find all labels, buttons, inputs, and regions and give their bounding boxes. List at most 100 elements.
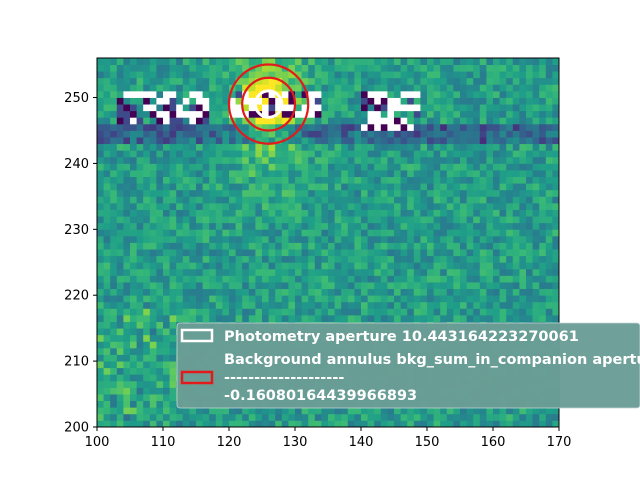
heatmap-cell [499, 222, 507, 230]
heatmap-cell [506, 77, 514, 85]
heatmap-cell [532, 262, 540, 270]
heatmap-cell [176, 268, 184, 276]
heatmap-cell [374, 64, 382, 72]
heatmap-cell [512, 176, 520, 184]
heatmap-cell [136, 367, 144, 375]
heatmap-cell [361, 413, 368, 421]
heatmap-cell [413, 222, 421, 230]
legend: Photometry aperture 10.443164223270061 B… [176, 322, 640, 409]
heatmap-cell [499, 183, 507, 191]
heatmap-cell [149, 314, 157, 322]
heatmap-cell [209, 97, 217, 105]
heatmap-cell [400, 301, 408, 309]
heatmap-cell [486, 183, 494, 191]
heatmap-cell [380, 130, 388, 138]
heatmap-cell [347, 58, 355, 65]
heatmap-cell [473, 130, 481, 138]
heatmap-cell [486, 156, 494, 164]
heatmap-cell [189, 123, 197, 131]
heatmap-cell [512, 295, 520, 303]
heatmap-cell [103, 90, 111, 98]
heatmap-cell [103, 308, 111, 316]
heatmap-cell [288, 156, 296, 164]
heatmap-cell [321, 123, 329, 131]
heatmap-cell [215, 262, 223, 270]
heatmap-cell [255, 308, 263, 316]
heatmap-cell [374, 229, 382, 237]
heatmap-cell [229, 183, 236, 191]
heatmap-cell [116, 71, 124, 79]
heatmap-cell [479, 150, 487, 158]
heatmap-cell [268, 143, 276, 151]
heatmap-cell [255, 163, 263, 171]
heatmap-cell [499, 150, 507, 158]
heatmap-cell [387, 308, 395, 316]
heatmap-cell [526, 163, 533, 171]
heatmap-cell [539, 288, 547, 296]
heatmap-cell [526, 90, 533, 98]
heatmap-cell [295, 77, 302, 85]
heatmap-cell [427, 288, 434, 296]
heatmap-cell [341, 58, 349, 65]
heatmap-cell [466, 275, 474, 283]
heatmap-cell [407, 150, 415, 158]
heatmap-cell [347, 90, 355, 98]
heatmap-cell [394, 255, 401, 263]
heatmap-cell [262, 156, 269, 164]
heatmap-cell [248, 216, 256, 224]
heatmap-cell [532, 196, 540, 204]
heatmap-cell [539, 268, 547, 276]
heatmap-cell [387, 150, 395, 158]
heatmap-cell [314, 295, 322, 303]
heatmap-cell [440, 130, 448, 138]
heatmap-cell [413, 314, 421, 322]
heatmap-cell [248, 117, 256, 125]
heatmap-cell [275, 275, 283, 283]
heatmap-cell [407, 77, 415, 85]
heatmap-cell [143, 64, 151, 72]
heatmap-cell [136, 163, 144, 171]
heatmap-cell [169, 150, 177, 158]
heatmap-cell [354, 275, 362, 283]
heatmap-cell [262, 130, 269, 138]
heatmap-cell [103, 77, 111, 85]
heatmap-cell [235, 90, 243, 98]
heatmap-cell [182, 183, 190, 191]
heatmap-cell [446, 308, 454, 316]
heatmap-cell [506, 64, 514, 72]
heatmap-cell [202, 123, 210, 131]
heatmap-cell [163, 420, 170, 428]
heatmap-cell [334, 117, 342, 125]
heatmap-cell [479, 407, 487, 415]
heatmap-cell [380, 420, 388, 428]
heatmap-cell [242, 84, 250, 92]
heatmap-cell [552, 77, 560, 85]
heatmap-cell [493, 222, 500, 230]
heatmap-cell [169, 117, 177, 125]
heatmap-cell [321, 143, 329, 151]
heatmap-cell [433, 216, 441, 224]
heatmap-cell [506, 413, 514, 421]
heatmap-cell [116, 341, 124, 349]
heatmap-cell [189, 249, 197, 257]
heatmap-cell [97, 413, 104, 421]
heatmap-cell [479, 77, 487, 85]
heatmap-cell [361, 90, 368, 98]
heatmap-cell [539, 242, 547, 250]
heatmap-cell [427, 104, 434, 112]
heatmap-cell [321, 288, 329, 296]
heatmap-cell [545, 420, 553, 428]
heatmap-cell [532, 222, 540, 230]
heatmap-cell [334, 163, 342, 171]
heatmap-cell [519, 117, 527, 125]
heatmap-cell [374, 143, 382, 151]
heatmap-cell [440, 295, 448, 303]
heatmap-cell [433, 282, 441, 290]
heatmap-cell [156, 196, 164, 204]
heatmap-cell [420, 282, 428, 290]
heatmap-cell [136, 328, 144, 336]
heatmap-cell [334, 97, 342, 105]
heatmap-cell [103, 387, 111, 395]
heatmap-cell [526, 117, 533, 125]
heatmap-cell [334, 150, 342, 158]
